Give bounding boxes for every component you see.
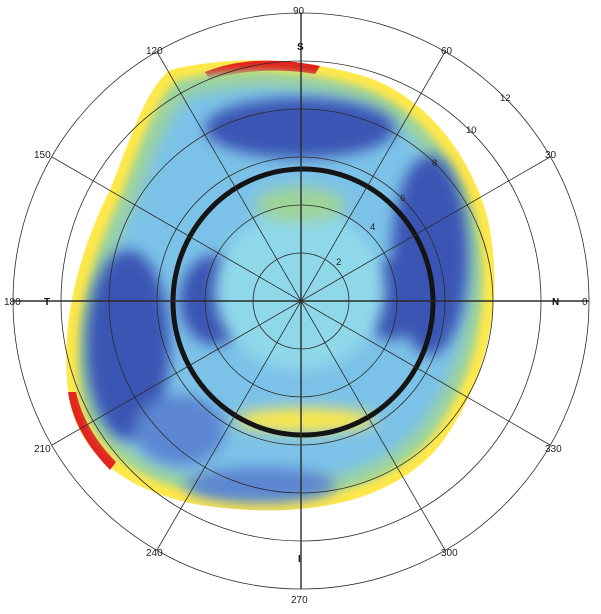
angle-label-180: 180: [4, 297, 21, 308]
angle-label-330: 330: [545, 444, 562, 455]
direction-label-inferior: I: [298, 554, 301, 565]
angle-label-0: 0: [582, 297, 588, 308]
direction-label-nasal: N: [552, 297, 559, 308]
angle-label-30: 30: [545, 150, 557, 161]
ring-label-6: 6: [400, 193, 405, 204]
angle-labels: 0 30 60 90 120 150 180 210 240 270 300 3…: [4, 6, 588, 606]
ring-label-8: 8: [432, 158, 437, 169]
ring-label-10: 10: [466, 125, 477, 136]
black-ring: [170, 166, 436, 438]
ring-labels: 2 4 6 8 10 12: [336, 93, 511, 268]
map-red-left: [68, 392, 116, 470]
grid-spokes: [13, 13, 589, 589]
angle-label-210: 210: [34, 444, 51, 455]
angle-label-60: 60: [441, 46, 453, 57]
ring-label-4: 4: [370, 222, 375, 233]
angle-label-300: 300: [441, 548, 458, 559]
direction-label-superior: S: [297, 42, 304, 53]
ring-label-2: 2: [336, 257, 341, 268]
angle-label-150: 150: [34, 150, 51, 161]
angle-label-120: 120: [146, 46, 163, 57]
topography-map: [66, 60, 495, 511]
angle-label-90: 90: [293, 6, 305, 17]
direction-label-temporal: T: [44, 297, 50, 308]
angle-label-240: 240: [146, 548, 163, 559]
angle-label-270: 270: [291, 595, 308, 606]
ring-label-12: 12: [500, 93, 511, 104]
direction-labels: S I T N: [44, 42, 559, 565]
map-red-top: [205, 60, 320, 80]
